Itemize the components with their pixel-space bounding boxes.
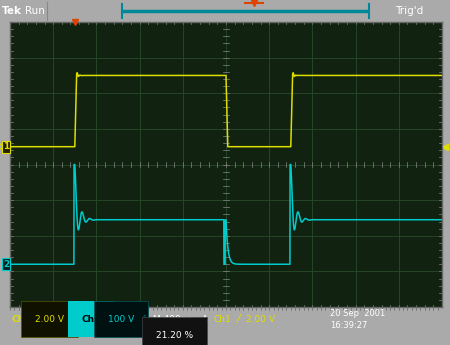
Text: 2: 2 <box>3 260 9 269</box>
Text: 2.00 V: 2.00 V <box>35 315 64 324</box>
Text: §: § <box>143 315 147 324</box>
Text: 100 V: 100 V <box>108 315 134 324</box>
Text: 16:39:27: 16:39:27 <box>330 321 367 329</box>
Text: §: § <box>73 315 77 324</box>
Text: Tek: Tek <box>2 6 22 16</box>
Text: 21.20 %: 21.20 % <box>156 331 193 339</box>
Text: /: / <box>237 314 240 324</box>
Text: 2.00 V: 2.00 V <box>246 315 275 324</box>
Text: M 400ns: M 400ns <box>153 315 191 324</box>
Bar <box>145 331 152 339</box>
Text: Trig'd: Trig'd <box>395 6 423 16</box>
Text: Ch1: Ch1 <box>12 315 32 324</box>
Text: A: A <box>202 315 208 324</box>
Text: Run: Run <box>25 6 45 16</box>
Text: Ch2: Ch2 <box>82 315 101 324</box>
Text: Ch1: Ch1 <box>214 315 232 324</box>
Text: 20 Sep  2001: 20 Sep 2001 <box>330 308 385 317</box>
Text: 1: 1 <box>3 142 9 151</box>
